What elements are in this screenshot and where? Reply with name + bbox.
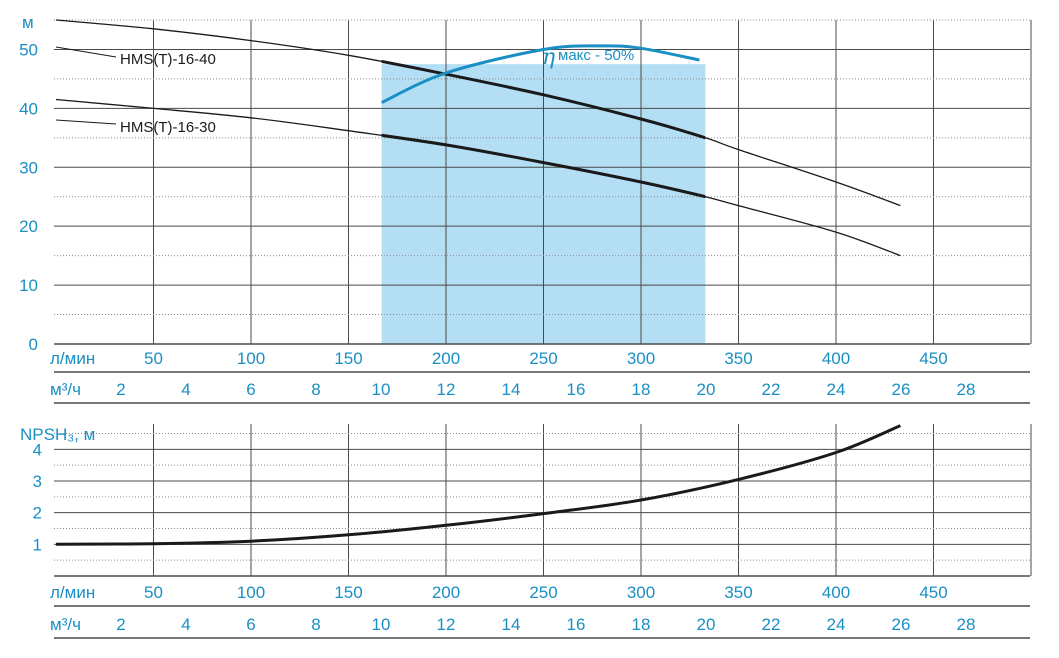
x-tick-label-m3h: 14 <box>502 380 521 399</box>
x-tick-label-lmin: 200 <box>432 583 460 602</box>
x-tick-label-m3h: 4 <box>181 615 190 634</box>
x-tick-label-m3h: 12 <box>437 615 456 634</box>
x-tick-label-m3h: 8 <box>311 615 320 634</box>
x-axis-unit-lmin: л/мин <box>50 583 95 602</box>
x-tick-label-lmin: 300 <box>627 349 655 368</box>
x-tick-label-m3h: 6 <box>246 615 255 634</box>
x-tick-label-m3h: 22 <box>762 380 781 399</box>
x-tick-label-m3h: 4 <box>181 380 190 399</box>
efficiency-curve <box>381 44 700 104</box>
efficiency-label: макс - 50% <box>558 47 634 64</box>
x-tick-label-lmin: 200 <box>432 349 460 368</box>
y-axis-unit: м <box>22 13 34 32</box>
x-tick-label-m3h: 26 <box>892 380 911 399</box>
y-tick-label: 30 <box>19 158 38 177</box>
x-tick-label-m3h: 16 <box>567 615 586 634</box>
x-tick-label-lmin: 150 <box>334 583 362 602</box>
x-tick-label-m3h: 18 <box>632 615 651 634</box>
npsh-axis-unit: NPSH₃, м <box>20 425 95 444</box>
x-tick-label-m3h: 18 <box>632 380 651 399</box>
y-tick-label: 50 <box>19 40 38 59</box>
head-curve-operating-range <box>381 133 706 199</box>
x-tick-label-lmin: 50 <box>144 583 163 602</box>
x-tick-label-m3h: 8 <box>311 380 320 399</box>
x-tick-label-lmin: 150 <box>334 349 362 368</box>
curve-leader-line <box>55 119 117 125</box>
y-tick-label: 2 <box>33 504 42 523</box>
y-tick-label: 0 <box>29 335 38 354</box>
x-tick-label-m3h: 28 <box>957 615 976 634</box>
x-tick-label-lmin: 250 <box>529 583 557 602</box>
y-tick-label: 3 <box>33 472 42 491</box>
y-tick-label: 20 <box>19 217 38 236</box>
x-tick-label-lmin: 400 <box>822 583 850 602</box>
x-tick-label-m3h: 12 <box>437 380 456 399</box>
x-tick-label-m3h: 26 <box>892 615 911 634</box>
x-tick-label-m3h: 10 <box>372 380 391 399</box>
x-tick-label-m3h: 22 <box>762 615 781 634</box>
x-tick-label-lmin: 400 <box>822 349 850 368</box>
x-tick-label-lmin: 350 <box>724 349 752 368</box>
x-tick-label-m3h: 20 <box>697 380 716 399</box>
x-tick-label-m3h: 10 <box>372 615 391 634</box>
x-tick-label-lmin: 250 <box>529 349 557 368</box>
x-tick-label-m3h: 14 <box>502 615 521 634</box>
x-tick-label-lmin: 450 <box>919 349 947 368</box>
y-tick-label: 1 <box>33 535 42 554</box>
x-tick-label-lmin: 100 <box>237 583 265 602</box>
x-tick-label-lmin: 100 <box>237 349 265 368</box>
x-tick-label-lmin: 350 <box>724 583 752 602</box>
x-tick-label-m3h: 24 <box>827 380 846 399</box>
x-tick-label-lmin: 300 <box>627 583 655 602</box>
curve-leader-line <box>55 46 117 58</box>
y-tick-label: 10 <box>19 276 38 295</box>
x-tick-label-m3h: 2 <box>116 380 125 399</box>
x-tick-label-m3h: 20 <box>697 615 716 634</box>
x-axis-unit-lmin: л/мин <box>50 349 95 368</box>
x-axis-unit-m3h: м³/ч <box>50 615 81 634</box>
y-tick-label: 4 <box>33 440 42 459</box>
x-tick-label-m3h: 16 <box>567 380 586 399</box>
x-tick-label-m3h: 24 <box>827 615 846 634</box>
head-curve-operating-range <box>381 59 706 140</box>
x-tick-label-m3h: 6 <box>246 380 255 399</box>
x-axis-unit-m3h: м³/ч <box>50 380 81 399</box>
x-tick-label-m3h: 28 <box>957 380 976 399</box>
curve-label: HMS(T)-16-30 <box>120 119 216 136</box>
x-tick-label-lmin: 50 <box>144 349 163 368</box>
y-tick-label: 40 <box>19 99 38 118</box>
curve-label: HMS(T)-16-40 <box>120 51 216 68</box>
x-tick-label-lmin: 450 <box>919 583 947 602</box>
npsh-curve <box>55 424 901 546</box>
efficiency-symbol: η <box>542 45 555 70</box>
x-tick-label-m3h: 2 <box>116 615 125 634</box>
